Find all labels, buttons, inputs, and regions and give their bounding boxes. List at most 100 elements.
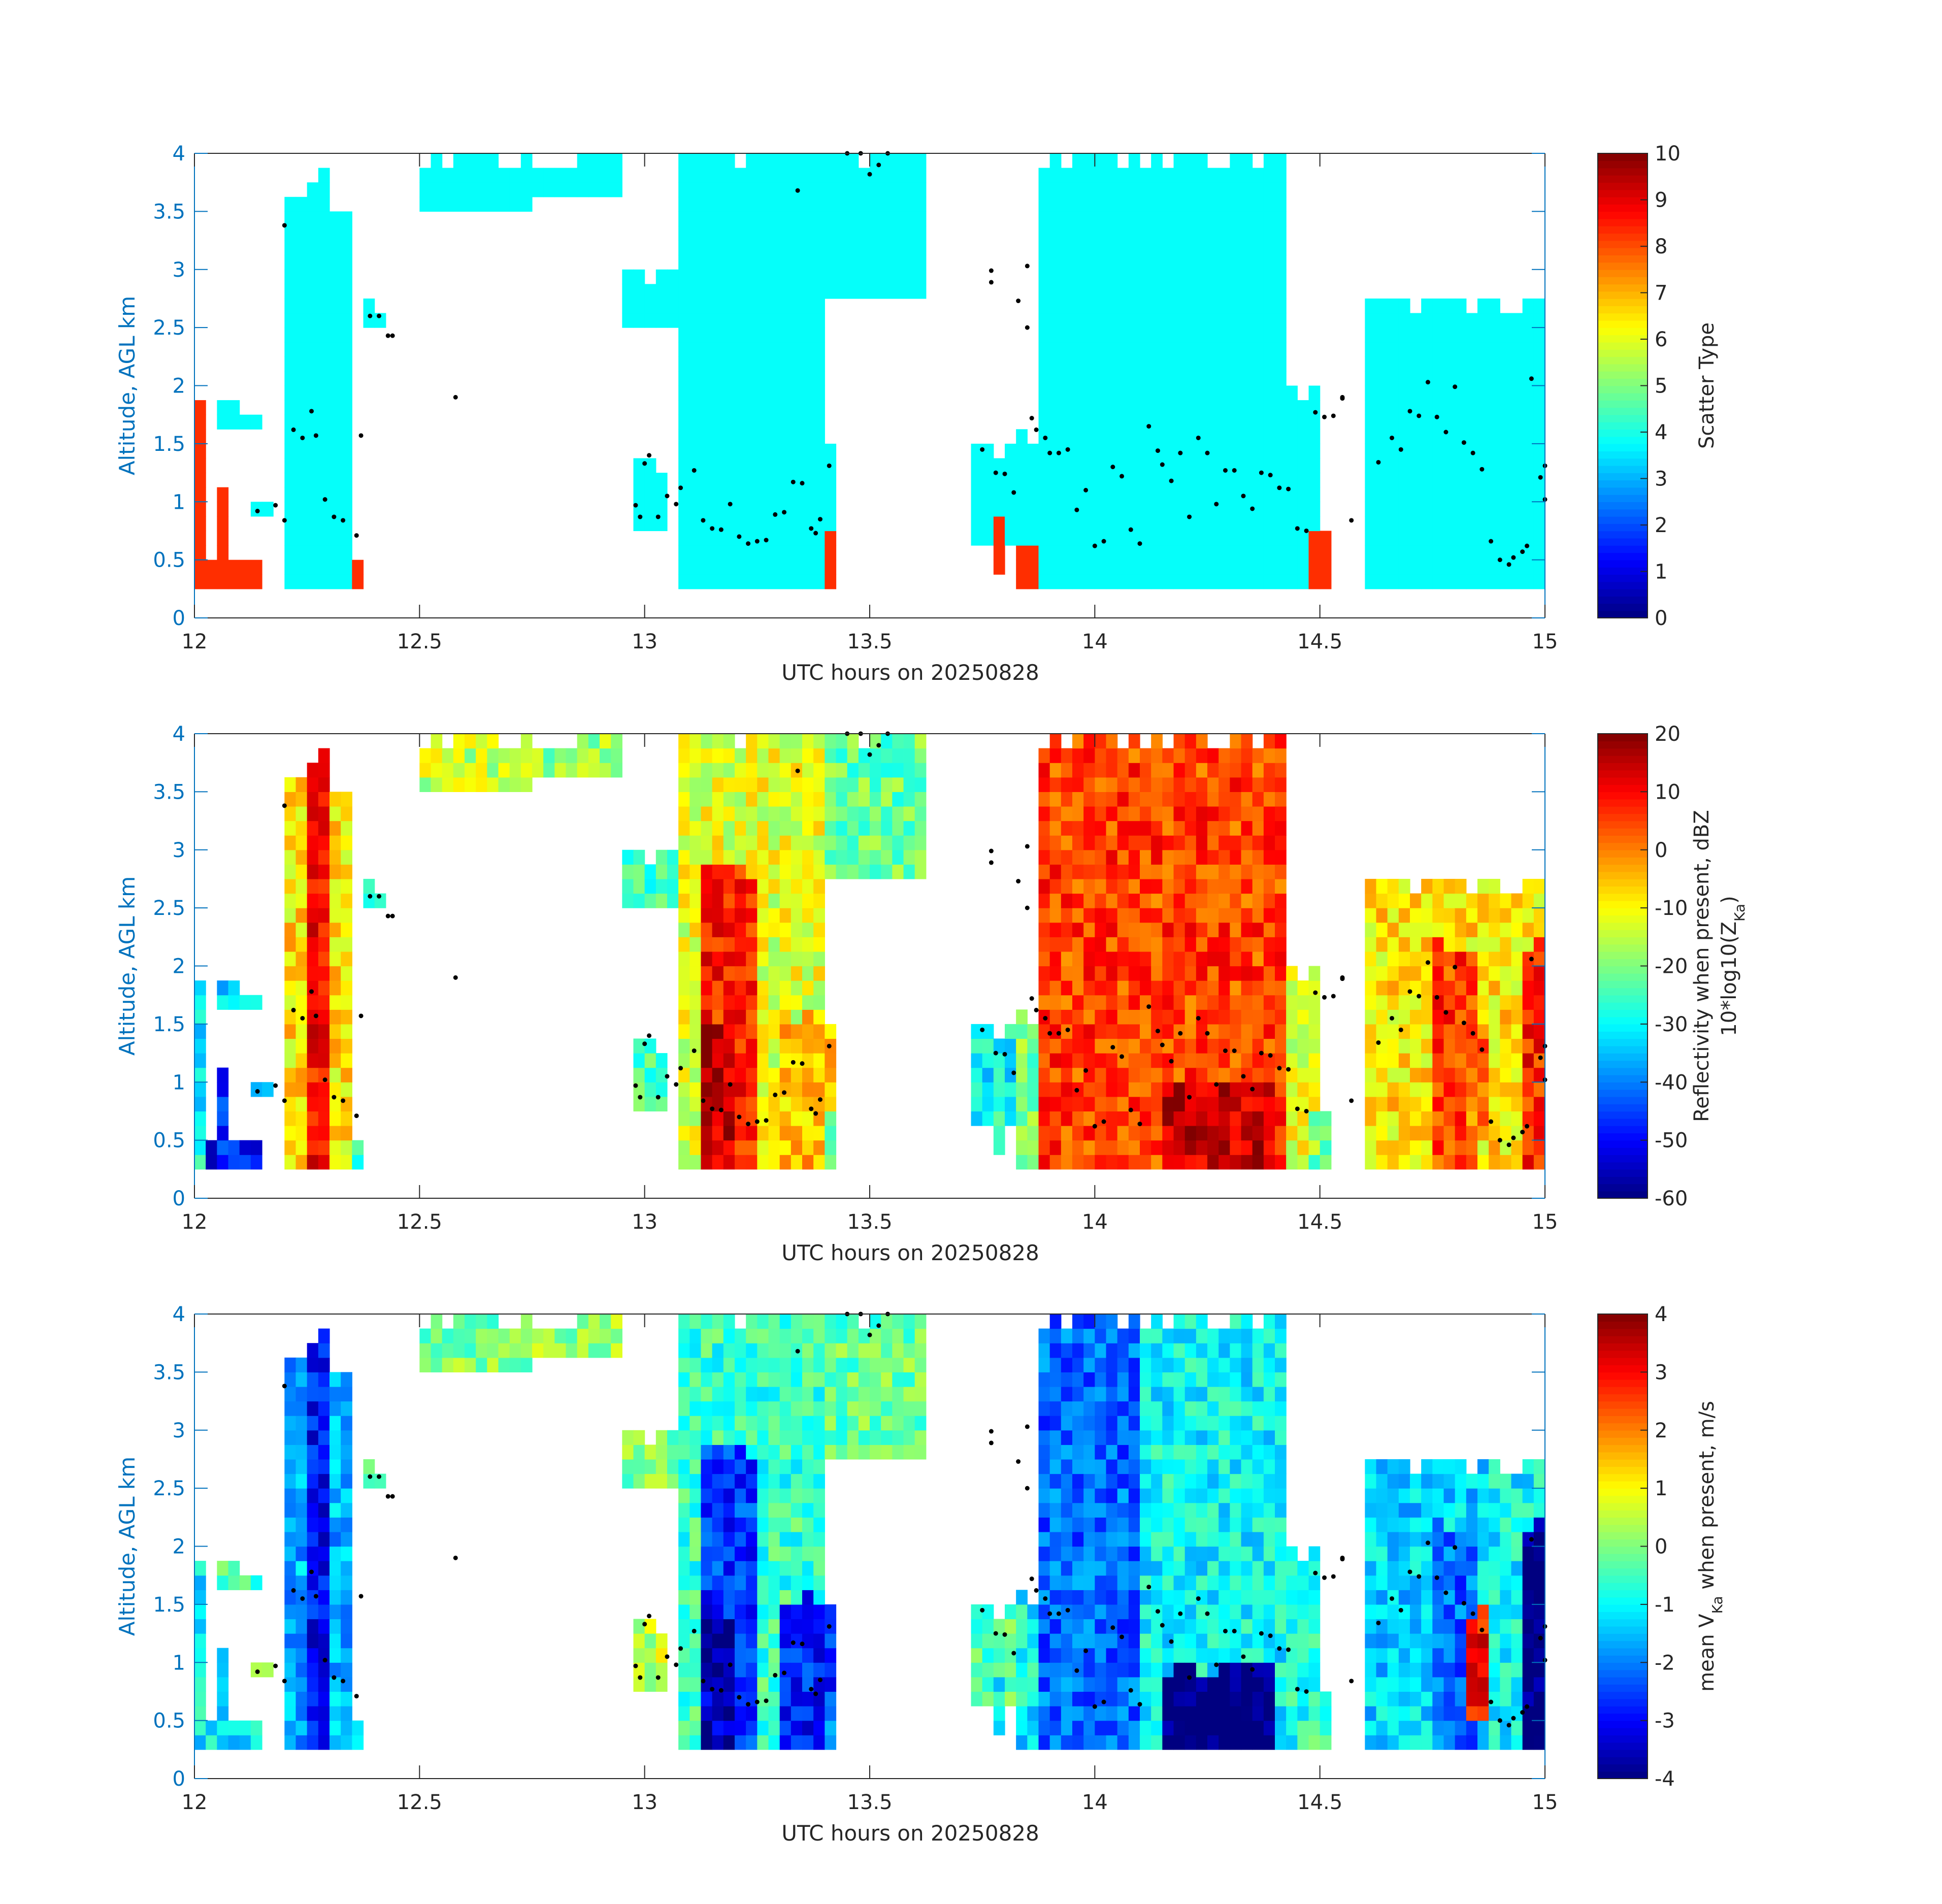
- heatmap-cell: [431, 763, 443, 778]
- heatmap-cell: [1410, 574, 1422, 589]
- heatmap-cell: [1365, 560, 1377, 575]
- heatmap-cell: [1207, 168, 1219, 183]
- heatmap-cell: [318, 168, 330, 183]
- heatmap-cell: [341, 966, 352, 981]
- heatmap-cell: [284, 835, 297, 850]
- heatmap-cell: [622, 313, 634, 328]
- heatmap-cell: [1230, 196, 1242, 212]
- heatmap-cell: [701, 908, 713, 923]
- heatmap-cell: [1286, 531, 1298, 546]
- heatmap-cell: [678, 1372, 690, 1387]
- heatmap-cell: [1173, 458, 1186, 473]
- heatmap-cell: [1117, 849, 1129, 865]
- heatmap-cell: [465, 777, 476, 792]
- heatmap-cell: [1196, 849, 1208, 865]
- heatmap-cell: [982, 1024, 994, 1039]
- heatmap-cell: [644, 284, 656, 299]
- heatmap-cell: [1061, 792, 1073, 807]
- heatmap-cell: [318, 1473, 330, 1489]
- marker-dot: [809, 526, 814, 531]
- heatmap-cell: [1286, 560, 1298, 575]
- heatmap-cell: [1128, 385, 1140, 401]
- heatmap-cell: [689, 1096, 702, 1112]
- heatmap-cell: [1443, 1038, 1456, 1054]
- heatmap-cell: [723, 458, 735, 473]
- heatmap-cell: [1196, 734, 1208, 749]
- heatmap-cell: [1230, 1024, 1242, 1039]
- heatmap-cell: [1173, 966, 1186, 981]
- heatmap-cell: [1252, 1140, 1264, 1155]
- heatmap-cell: [791, 1604, 803, 1620]
- heatmap-cell: [881, 211, 893, 226]
- heatmap-cell: [678, 1430, 690, 1445]
- heatmap-cell: [1443, 371, 1456, 386]
- heatmap-cell: [1365, 531, 1377, 546]
- heatmap-cell: [802, 1430, 814, 1445]
- colorbar-swatch: [1598, 915, 1648, 923]
- heatmap-cell: [655, 849, 668, 865]
- heatmap-cell: [1095, 313, 1107, 328]
- heatmap-cell: [1196, 951, 1208, 967]
- heatmap-cell: [689, 1430, 702, 1445]
- heatmap-cell: [836, 820, 848, 836]
- heatmap-cell: [1049, 473, 1062, 488]
- heatmap-cell: [757, 1401, 769, 1416]
- heatmap-cell: [825, 835, 837, 850]
- heatmap-cell: [1230, 298, 1242, 314]
- heatmap-cell: [1398, 1126, 1410, 1141]
- heatmap-cell: [520, 777, 533, 792]
- heatmap-cell: [1151, 168, 1163, 183]
- marker-dot: [773, 1092, 778, 1097]
- heatmap-cell: [228, 574, 240, 589]
- heatmap-cell: [1049, 560, 1062, 575]
- heatmap-cell: [735, 878, 746, 894]
- heatmap-cell: [1533, 487, 1545, 502]
- heatmap-cell: [1106, 995, 1118, 1010]
- heatmap-cell: [1252, 443, 1264, 459]
- heatmap-cell: [453, 777, 465, 792]
- heatmap-cell: [757, 951, 769, 967]
- heatmap-cell: [330, 327, 341, 343]
- heatmap-cell: [1286, 473, 1298, 488]
- heatmap-cell: [768, 1590, 780, 1605]
- heatmap-cell: [295, 922, 308, 937]
- heatmap-cell: [318, 1024, 330, 1039]
- heatmap-cell: [689, 1053, 702, 1068]
- heatmap-cell: [1184, 313, 1197, 328]
- heatmap-cell: [262, 1082, 274, 1097]
- heatmap-cell: [1173, 1140, 1186, 1155]
- colorbar-swatch: [1598, 777, 1648, 785]
- heatmap-cell: [1252, 908, 1264, 923]
- heatmap-cell: [330, 820, 341, 836]
- heatmap-cell: [465, 1328, 476, 1343]
- heatmap-cell: [735, 806, 746, 822]
- colorbar-swatch: [1598, 828, 1648, 836]
- heatmap-cell: [330, 1155, 341, 1170]
- heatmap-cell: [1151, 516, 1163, 532]
- heatmap-cell: [1219, 211, 1230, 226]
- heatmap-cell: [1500, 560, 1512, 575]
- heatmap-cell: [802, 1662, 814, 1678]
- heatmap-cell: [1005, 487, 1016, 502]
- heatmap-cell: [667, 284, 679, 299]
- heatmap-cell: [1376, 298, 1388, 314]
- heatmap-cell: [1455, 473, 1467, 488]
- heatmap-cell: [723, 342, 735, 357]
- heatmap-cell: [1173, 516, 1186, 532]
- marker-dot: [678, 485, 683, 490]
- heatmap-cell: [1432, 356, 1444, 372]
- heatmap-cell: [701, 284, 713, 299]
- heatmap-cell: [1173, 473, 1186, 488]
- heatmap-cell: [847, 849, 859, 865]
- heatmap-cell: [1106, 849, 1118, 865]
- heatmap-cell: [1207, 443, 1219, 459]
- heatmap-cell: [712, 502, 724, 517]
- heatmap-cell: [1151, 951, 1163, 967]
- heatmap-cell: [1533, 966, 1545, 981]
- heatmap-cell: [341, 1735, 352, 1750]
- heatmap-cell: [791, 893, 803, 908]
- heatmap-cell: [1196, 1155, 1208, 1170]
- marker-dot: [674, 502, 679, 507]
- heatmap-cell: [1263, 763, 1275, 778]
